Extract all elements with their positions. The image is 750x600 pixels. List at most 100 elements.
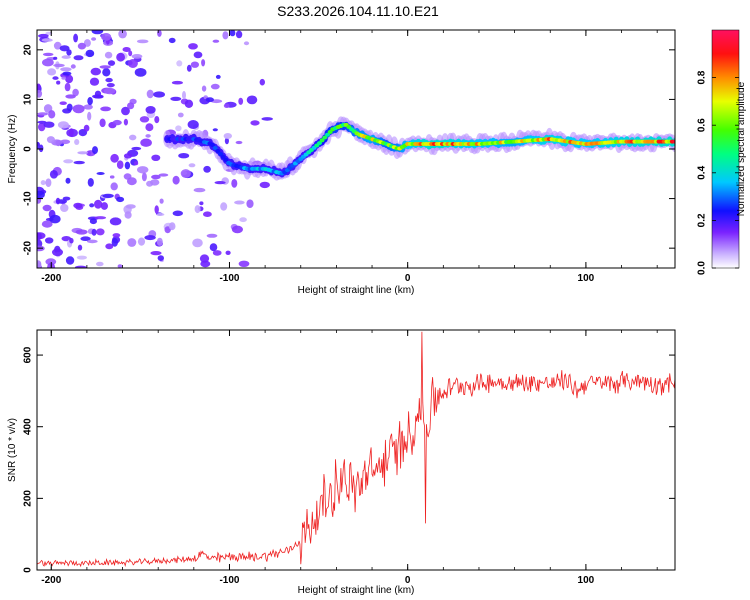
noise-blob <box>112 233 121 238</box>
noise-blob <box>246 95 258 105</box>
noise-blob <box>168 37 176 44</box>
ridge-core <box>319 138 325 143</box>
noise-blob <box>238 260 250 267</box>
noise-blob <box>201 59 206 67</box>
noise-blob <box>127 238 137 247</box>
noise-blob <box>69 128 74 137</box>
noise-blob <box>66 49 72 56</box>
noise-blob <box>117 264 123 268</box>
noise-blob <box>156 213 165 216</box>
noise-blob <box>62 71 72 76</box>
noise-blob <box>55 197 61 205</box>
x-tick-label: 100 <box>578 273 595 284</box>
noise-blob <box>116 196 125 203</box>
noise-blob <box>222 31 229 40</box>
noise-blob <box>100 106 111 112</box>
noise-blob <box>42 204 52 212</box>
noise-blob <box>73 33 78 43</box>
colorbar: 0.0 0.2 0.4 0.6 0.8 Normalized spectral ampl… <box>697 29 747 275</box>
noise-blob <box>188 163 196 168</box>
noise-blob <box>109 175 115 179</box>
noise-blob <box>104 51 113 59</box>
snr-xlabel: Height of straight line (km) <box>298 585 415 596</box>
noise-blob <box>239 217 247 223</box>
noise-blob <box>121 106 130 116</box>
noise-blob <box>74 139 80 145</box>
noise-blob <box>96 172 105 175</box>
noise-blob <box>203 165 211 173</box>
noise-blob <box>112 119 122 126</box>
noise-blob <box>87 178 94 187</box>
noise-blob <box>63 159 74 164</box>
noise-blob <box>141 172 147 182</box>
noise-blob <box>238 97 244 105</box>
y-tick-label: 0 <box>23 146 34 152</box>
x-tick-label: 0 <box>405 575 411 586</box>
noise-blob <box>128 50 133 57</box>
noise-blob <box>220 202 228 211</box>
noise-blob <box>91 30 104 35</box>
noise-blob <box>116 160 124 169</box>
noise-blob <box>57 121 69 129</box>
noise-blob <box>92 146 98 155</box>
noise-blob <box>37 232 42 241</box>
noise-blob <box>49 170 58 179</box>
noise-blob <box>234 200 245 205</box>
noise-blob <box>154 116 160 124</box>
colorbar-tick-label: 0.6 <box>697 118 708 132</box>
noise-blob <box>154 205 159 214</box>
noise-blob <box>116 52 125 62</box>
noise-blob <box>46 136 55 144</box>
noise-blob <box>123 118 128 126</box>
noise-blob <box>60 67 72 72</box>
noise-blob <box>102 193 114 198</box>
noise-blob <box>146 89 154 99</box>
ridge-core <box>327 130 333 134</box>
ridge-core <box>215 149 221 153</box>
noise-blob <box>70 64 76 69</box>
noise-blob <box>45 31 53 35</box>
noise-blob <box>89 218 97 225</box>
noise-blob <box>187 120 199 129</box>
noise-blob <box>171 80 183 85</box>
noise-blob <box>87 97 93 106</box>
noise-blob <box>86 239 98 244</box>
noise-blob <box>151 174 161 180</box>
noise-blob <box>65 256 75 265</box>
noise-blob <box>42 52 54 57</box>
noise-blob <box>89 77 100 86</box>
noise-blob <box>83 124 90 132</box>
noise-blob <box>65 74 74 84</box>
noise-blob <box>224 137 229 145</box>
ridge-core <box>223 157 229 162</box>
noise-blob <box>73 160 85 165</box>
noise-blob <box>69 237 74 244</box>
noise-blob <box>150 179 160 186</box>
noise-blob <box>145 123 154 132</box>
noise-blob <box>38 144 44 153</box>
noise-blob <box>40 180 46 186</box>
noise-blob <box>37 112 49 116</box>
noise-blob <box>158 173 169 177</box>
noise-blob <box>193 187 206 193</box>
noise-blob <box>212 39 220 43</box>
noise-blob <box>45 178 52 187</box>
noise-blob <box>243 41 250 46</box>
noise-blob <box>127 59 138 68</box>
noise-blob <box>42 58 54 67</box>
spectrogram-ylabel: Frequency (Hz) <box>7 115 18 184</box>
ridge-core <box>672 139 675 144</box>
noise-blob <box>87 111 92 121</box>
ridge-core <box>325 132 330 137</box>
colorbar-gradient <box>711 29 740 269</box>
noise-blob <box>94 216 107 220</box>
ridge-core <box>322 135 328 140</box>
noise-blob <box>223 103 230 109</box>
noise-blob <box>172 210 183 217</box>
noise-blob <box>123 153 133 159</box>
noise-blob <box>140 138 152 147</box>
noise-blob <box>212 250 222 256</box>
noise-blob <box>139 116 150 123</box>
noise-blob <box>41 220 53 228</box>
noise-blob <box>101 33 112 41</box>
